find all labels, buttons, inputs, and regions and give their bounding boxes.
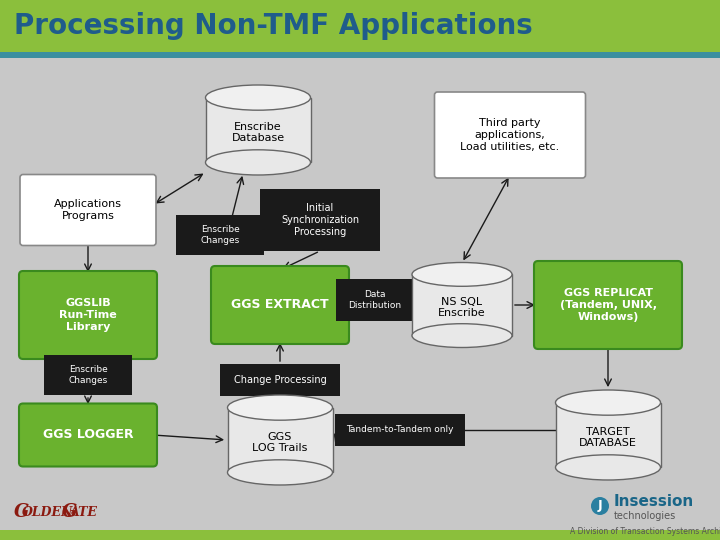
- Text: GGS REPLICAT
(Tandem, UNIX,
Windows): GGS REPLICAT (Tandem, UNIX, Windows): [559, 288, 657, 322]
- FancyBboxPatch shape: [534, 261, 682, 349]
- Ellipse shape: [205, 150, 310, 175]
- Text: Applications
Programs: Applications Programs: [54, 199, 122, 221]
- Ellipse shape: [228, 395, 333, 420]
- Text: Tandem-to-Tandem only: Tandem-to-Tandem only: [346, 426, 454, 435]
- Bar: [0, 0, 720, 52]
- FancyBboxPatch shape: [20, 174, 156, 246]
- Circle shape: [591, 497, 609, 515]
- Text: OLDEN: OLDEN: [22, 505, 73, 518]
- FancyBboxPatch shape: [434, 92, 585, 178]
- Bar: [228, 408, 333, 472]
- Bar: [556, 403, 660, 468]
- Text: Third party
applications,
Load utilities, etc.: Third party applications, Load utilities…: [460, 118, 559, 152]
- Bar: [220, 364, 340, 396]
- Text: GGS EXTRACT: GGS EXTRACT: [231, 299, 329, 312]
- FancyBboxPatch shape: [19, 271, 157, 359]
- Bar: [260, 189, 380, 251]
- Text: NS SQL
Enscribe: NS SQL Enscribe: [438, 296, 486, 318]
- Ellipse shape: [412, 323, 512, 348]
- Ellipse shape: [228, 460, 333, 485]
- Text: Insession: Insession: [614, 495, 694, 510]
- Bar: [0, 530, 720, 540]
- Text: Initial
Synchronization
Processing: Initial Synchronization Processing: [281, 204, 359, 237]
- Text: A Division of Transaction Systems Architects, Inc.: A Division of Transaction Systems Archit…: [570, 528, 720, 537]
- Text: Data
Distribution: Data Distribution: [348, 291, 402, 310]
- Ellipse shape: [556, 455, 660, 480]
- Bar: [335, 414, 465, 446]
- FancyBboxPatch shape: [19, 403, 157, 467]
- Text: Processing Non-TMF Applications: Processing Non-TMF Applications: [14, 12, 533, 40]
- Bar: [412, 274, 512, 335]
- Ellipse shape: [556, 390, 660, 415]
- Bar: [0, 490, 720, 540]
- Ellipse shape: [205, 85, 310, 110]
- Text: technologies: technologies: [614, 511, 676, 521]
- Text: Change Processing: Change Processing: [233, 375, 326, 385]
- Bar: [176, 215, 264, 255]
- Text: J: J: [598, 500, 603, 512]
- Text: Enscribe
Changes: Enscribe Changes: [200, 225, 240, 245]
- Text: GGSLIB
Run-Time
Library: GGSLIB Run-Time Library: [59, 299, 117, 332]
- Bar: [205, 98, 310, 163]
- Text: ATE: ATE: [70, 505, 98, 518]
- Text: G: G: [14, 503, 30, 521]
- Bar: [0, 52, 720, 58]
- Text: GGS
LOG Trails: GGS LOG Trails: [252, 431, 307, 453]
- Text: Enscribe
Database: Enscribe Database: [231, 122, 284, 143]
- Text: Enscribe
Changes: Enscribe Changes: [68, 365, 107, 384]
- Text: TARGET
DATABASE: TARGET DATABASE: [579, 427, 637, 448]
- FancyBboxPatch shape: [211, 266, 349, 344]
- Text: GGS LOGGER: GGS LOGGER: [42, 429, 133, 442]
- Ellipse shape: [412, 262, 512, 286]
- Bar: [44, 355, 132, 395]
- Bar: [336, 279, 414, 321]
- Text: G: G: [62, 503, 77, 521]
